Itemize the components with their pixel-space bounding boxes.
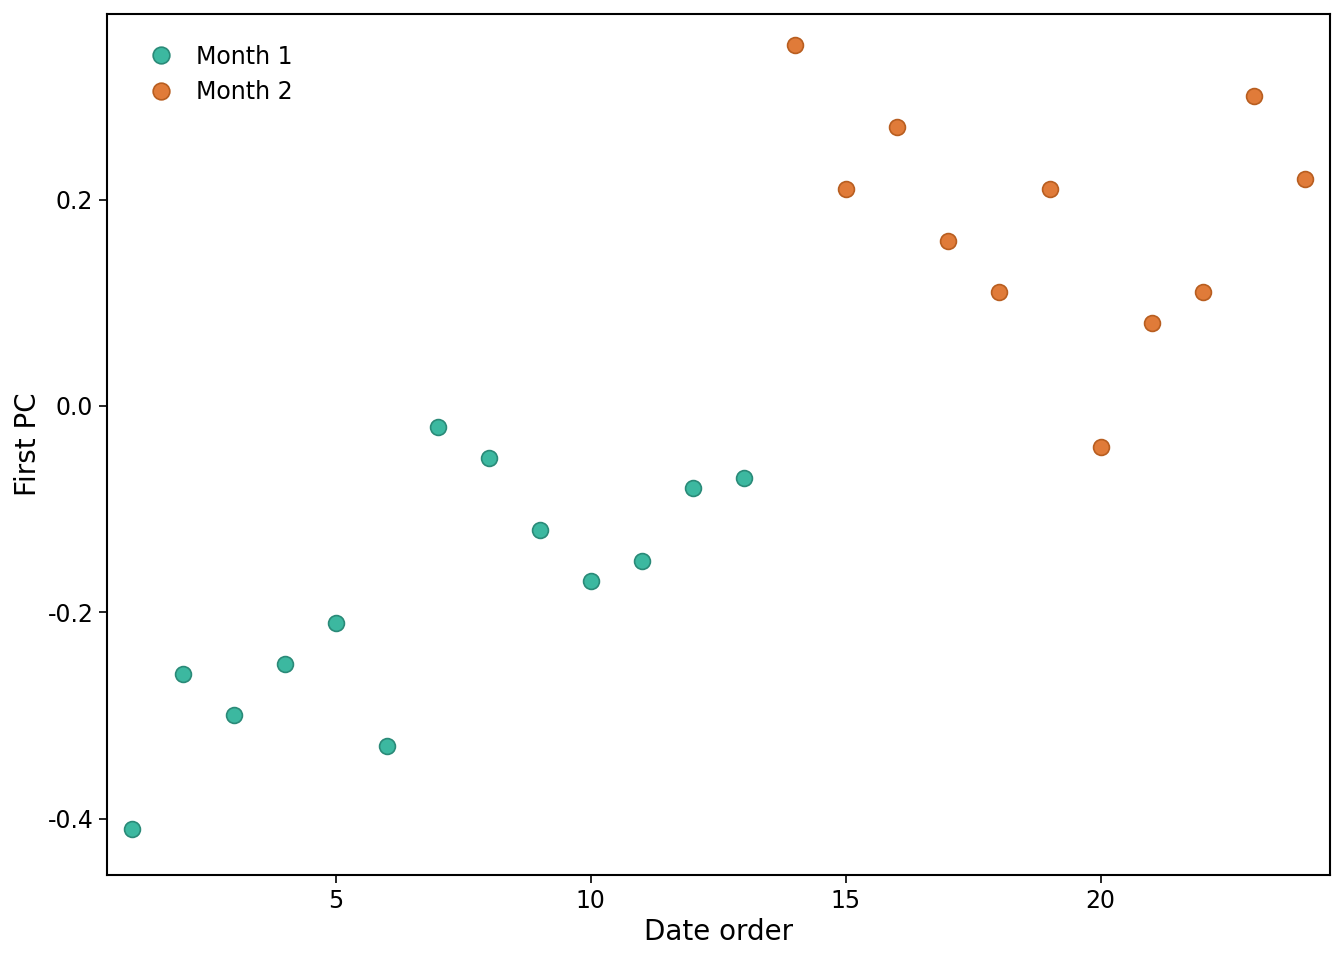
Point (937, 233, 958, 249)
Point (427, 419, 449, 434)
Point (784, 37, 805, 53)
Point (581, 574, 602, 589)
Point (835, 181, 856, 197)
Point (223, 708, 245, 723)
Point (478, 450, 500, 466)
Point (376, 738, 398, 754)
Point (530, 522, 551, 538)
Point (1192, 285, 1214, 300)
Point (886, 120, 907, 135)
X-axis label: Date order: Date order (644, 918, 793, 947)
Point (632, 553, 653, 568)
Point (325, 615, 347, 631)
Point (732, 470, 754, 486)
Point (1294, 171, 1316, 186)
Point (681, 481, 703, 496)
Point (1039, 181, 1060, 197)
Legend: Month 1, Month 2: Month 1, Month 2 (118, 26, 312, 123)
Point (1090, 440, 1111, 455)
Point (121, 821, 142, 836)
Point (274, 657, 296, 672)
Point (172, 666, 194, 682)
Y-axis label: First PC: First PC (13, 393, 42, 496)
Point (1141, 316, 1163, 331)
Point (988, 285, 1009, 300)
Point (1243, 88, 1265, 104)
